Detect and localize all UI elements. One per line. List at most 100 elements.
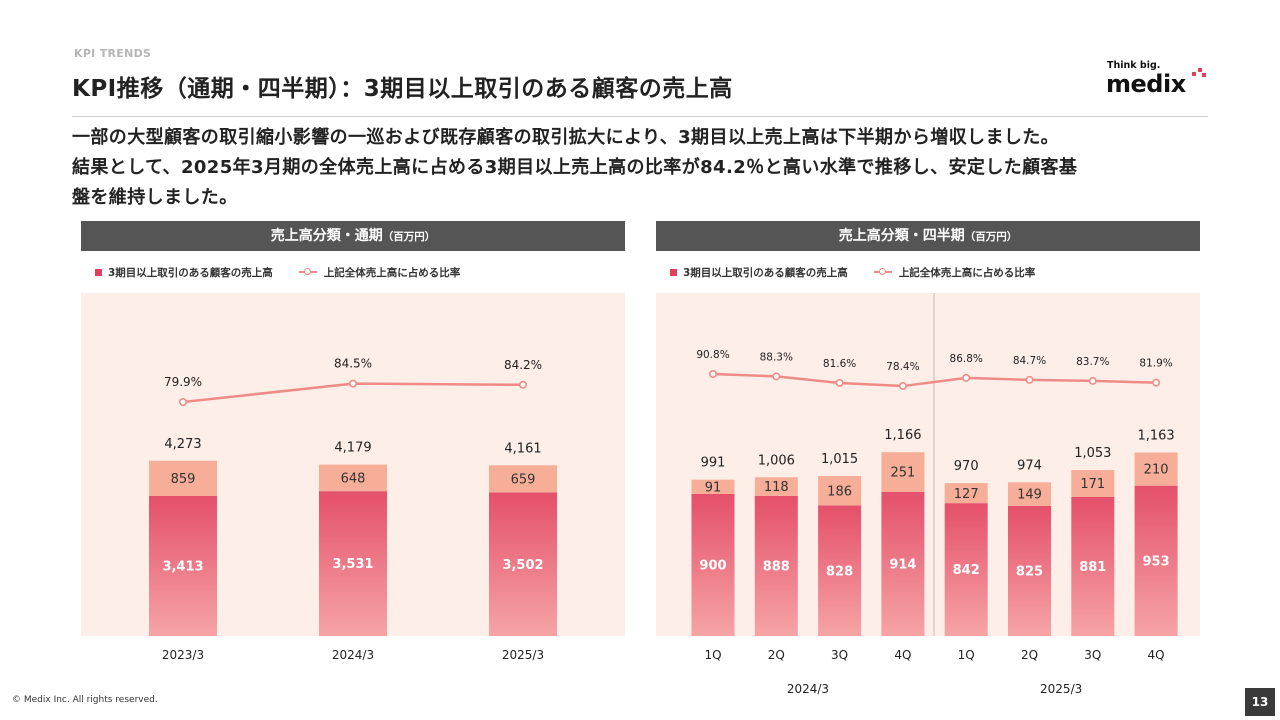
bar-other-label: 186 [827, 484, 852, 499]
x-tick-label: 1Q [704, 648, 721, 662]
ratio-label: 81.9% [1139, 358, 1172, 370]
ratio-point [898, 382, 907, 391]
x-tick-label: 4Q [1148, 648, 1165, 662]
bar-other-label: 859 [171, 472, 196, 487]
bar-core-label: 900 [699, 559, 726, 574]
legend-bar-label: 3期目以上取引のある顧客の売上高 [683, 266, 848, 279]
bar-core-label: 3,413 [162, 560, 203, 575]
bar-other-segment [149, 460, 217, 496]
bar-core-segment [1008, 505, 1051, 636]
bar-other-segment [881, 452, 925, 492]
ratio-point [772, 372, 781, 381]
quarterly-chart-header: 売上高分類・四半期（百万円） [656, 221, 1200, 251]
legend-bar-swatch [670, 268, 677, 276]
bar-core-label: 881 [1079, 560, 1106, 575]
legend-bar-label: 3期目以上取引のある顧客の売上高 [108, 266, 273, 279]
logo-wordmark: medix [1106, 70, 1186, 98]
annual-chart-svg: 3,413 859 4,273 2023/3 3,531 648 4,179 2024/3 3,… [81, 293, 625, 662]
bar-core-label: 3,502 [502, 558, 543, 573]
page-number: 13 [1245, 688, 1275, 716]
bar-total-label: 1,166 [884, 428, 921, 443]
logo-dot [1202, 73, 1206, 77]
ratio-point [1088, 376, 1097, 385]
bar-core-segment [489, 492, 557, 636]
bar-other-segment [1071, 470, 1115, 497]
bar-other-segment [489, 465, 557, 493]
ratio-label: 86.8% [950, 353, 983, 365]
plot-area [656, 293, 1200, 636]
bar-other-label: 149 [1017, 488, 1042, 503]
bar-total-label: 1,006 [758, 453, 795, 468]
medix-logo: Think big. medix [1104, 60, 1214, 100]
ratio-label: 90.8% [696, 349, 729, 361]
header-divider [72, 116, 1208, 117]
x-tick-label: 1Q [958, 648, 975, 662]
bar-total-label: 1,053 [1074, 446, 1111, 461]
legend-line-swatch [298, 268, 317, 275]
bar-core-label: 888 [763, 560, 790, 575]
bar-other-segment [1134, 452, 1178, 486]
bar-core-label: 842 [953, 563, 980, 578]
bar-other-segment [754, 477, 798, 496]
bar-core-segment [1071, 496, 1115, 636]
x-tick-label: 2025/3 [502, 648, 544, 662]
bar-other-segment [691, 479, 735, 494]
x-tick-label: 2023/3 [162, 648, 204, 662]
annual-legend: 3期目以上取引のある顧客の売上高 上記全体売上高に占める比率 [95, 264, 460, 280]
bar-other-segment [818, 476, 862, 506]
logo-dot [1192, 72, 1196, 76]
bar-core-segment [149, 496, 217, 636]
logo-dot [1198, 68, 1202, 72]
ratio-label: 84.2% [504, 358, 542, 372]
copyright: © Medix Inc. All rights reserved. [12, 695, 158, 705]
ratio-point [1152, 378, 1161, 387]
bar-core-segment [754, 495, 798, 636]
quarterly-chart: 900 91 991 1Q 888 118 1,006 2Q 828 186 1,015 3Q 914 2… [656, 293, 1200, 703]
ratio-label: 78.4% [886, 361, 919, 373]
bar-other-label: 659 [511, 472, 536, 487]
legend-line-swatch [873, 268, 892, 275]
x-tick-label: 3Q [831, 648, 848, 662]
ratio-point [518, 380, 527, 389]
bar-other-segment [944, 483, 988, 504]
page-title: KPI推移（通期・四半期）：3期目以上取引のある顧客の売上高 [72, 76, 733, 102]
ratio-point [962, 373, 971, 382]
bar-total-label: 4,161 [504, 441, 541, 456]
lead-line: 盤を維持しました。 [72, 187, 238, 208]
bar-other-label: 91 [705, 480, 722, 495]
annual-chart-title: 売上高分類・通期 [270, 228, 383, 244]
annual-chart-unit: （百万円） [382, 231, 436, 243]
logo-tagline: Think big. [1107, 60, 1161, 71]
bar-core-segment [944, 503, 988, 636]
bar-core-segment [1134, 485, 1178, 636]
bar-other-label: 648 [341, 472, 366, 487]
bar-core-label: 914 [889, 558, 916, 573]
ratio-point [708, 370, 717, 379]
bar-core-segment [319, 491, 387, 636]
bar-other-label: 210 [1144, 463, 1169, 478]
annual-chart: 3,413 859 4,273 2023/3 3,531 648 4,179 2024/3 3,… [81, 293, 625, 703]
bar-other-label: 251 [890, 466, 915, 481]
x-tick-label: 4Q [894, 648, 911, 662]
bar-total-label: 991 [701, 456, 726, 471]
section-kicker: KPI TRENDS [74, 47, 152, 60]
x-tick-label: 2024/3 [332, 648, 374, 662]
bar-core-label: 953 [1143, 554, 1170, 569]
legend-bar-swatch [95, 268, 102, 276]
bar-total-label: 4,273 [164, 437, 201, 452]
ratio-label: 79.9% [164, 375, 202, 389]
bar-total-label: 974 [1017, 458, 1042, 473]
x-group-label: 2024/3 [787, 682, 829, 696]
ratio-label: 84.5% [334, 357, 372, 371]
lead-line: 結果として、2025年3月期の全体売上高に占める3期目以上売上高の比率が84.2… [72, 157, 1078, 178]
ratio-point [179, 398, 188, 407]
x-tick-label: 2Q [768, 648, 785, 662]
bar-total-label: 1,015 [821, 452, 858, 467]
quarterly-legend: 3期目以上取引のある顧客の売上高 上記全体売上高に占める比率 [670, 264, 1035, 280]
bar-other-label: 118 [764, 480, 789, 495]
ratio-label: 83.7% [1076, 356, 1109, 368]
x-tick-label: 3Q [1084, 648, 1101, 662]
ratio-point [348, 379, 357, 388]
ratio-label: 81.6% [823, 358, 856, 370]
legend-line-label: 上記全体売上高に占める比率 [898, 266, 1036, 279]
